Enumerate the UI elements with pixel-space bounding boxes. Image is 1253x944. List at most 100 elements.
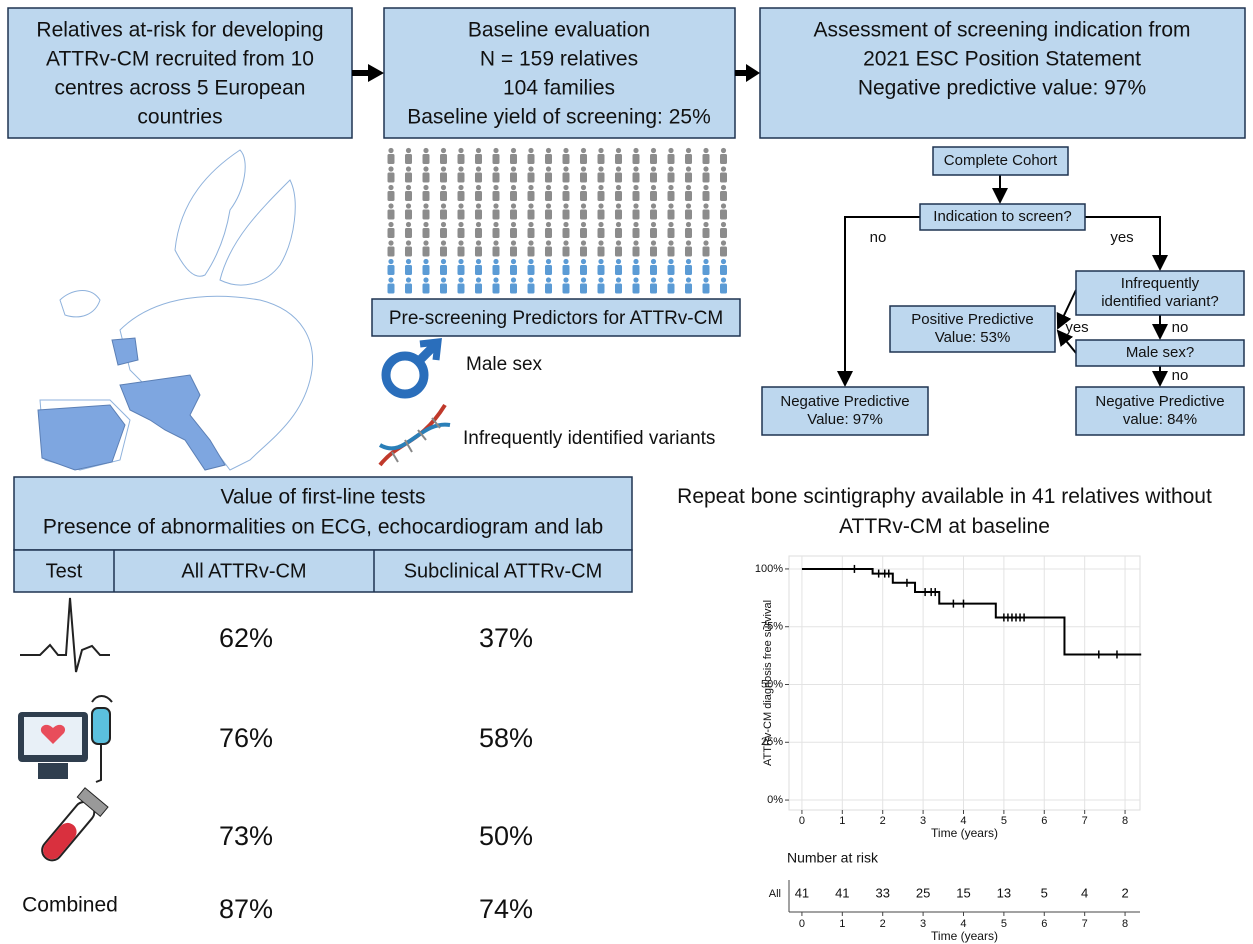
- person-body: [615, 265, 622, 275]
- person-body: [387, 265, 395, 275]
- person-head: [545, 147, 552, 154]
- person-body: [440, 172, 447, 183]
- flow-node-text: Value: 53%: [935, 329, 1011, 346]
- risk-count: 13: [997, 885, 1011, 900]
- flow-node-text: Value: 97%: [807, 411, 883, 428]
- person-body: [510, 209, 517, 220]
- edge-label: no: [1172, 319, 1189, 336]
- risk-x-tick-label: 5: [1001, 918, 1007, 930]
- person-body: [527, 191, 535, 201]
- person-head: [458, 203, 464, 209]
- person-head: [493, 203, 499, 209]
- person-head: [563, 258, 569, 265]
- risk-x-tick-label: 4: [960, 918, 966, 930]
- person-head: [493, 258, 499, 265]
- person-head: [598, 258, 604, 265]
- person-head: [423, 147, 429, 154]
- person-body: [422, 265, 430, 275]
- person-head: [633, 147, 639, 154]
- person-head: [388, 203, 394, 209]
- y-tick-label: 25%: [761, 736, 783, 748]
- person-body: [667, 191, 675, 201]
- box-text: Baseline evaluation: [468, 19, 650, 42]
- edge-label: yes: [1110, 229, 1133, 246]
- person-head: [510, 166, 517, 172]
- person-head: [528, 258, 534, 265]
- person-head: [388, 240, 394, 246]
- person-head: [598, 147, 604, 154]
- tests-title: Value of first-line tests: [220, 486, 425, 509]
- person-head: [493, 166, 499, 172]
- box-text: ATTRv-CM recruited from 10: [46, 48, 314, 71]
- person-body: [685, 265, 692, 275]
- person-body: [667, 209, 675, 220]
- person-body: [650, 246, 657, 257]
- risk-count: 2: [1121, 885, 1128, 900]
- person-head: [650, 277, 657, 283]
- person-body: [457, 265, 465, 275]
- person-head: [563, 240, 569, 246]
- predictors-box: [371, 298, 741, 337]
- person-body: [685, 228, 692, 238]
- person-body: [527, 283, 535, 294]
- person-body: [545, 191, 552, 201]
- flow-node: [1075, 386, 1245, 436]
- person-head: [720, 166, 727, 172]
- person-body: [650, 154, 657, 164]
- person-head: [493, 277, 499, 283]
- person-head: [475, 277, 482, 283]
- person-body: [440, 265, 447, 275]
- person-head: [668, 221, 674, 228]
- person-body: [440, 228, 447, 238]
- person-body: [650, 209, 657, 220]
- box-text: Relatives at-risk for developing: [36, 19, 323, 42]
- person-head: [685, 184, 692, 191]
- person-head: [633, 221, 639, 228]
- person-head: [493, 240, 499, 246]
- person-head: [650, 240, 657, 246]
- person-head: [440, 147, 447, 154]
- x-tick-label: 8: [1122, 815, 1128, 827]
- person-body: [387, 209, 395, 220]
- risk-x-tick-label: 1: [839, 918, 845, 930]
- x-axis-label: Time (years): [931, 826, 998, 840]
- dna-icon: [378, 403, 451, 467]
- person-body: [650, 191, 657, 201]
- person-head: [580, 147, 587, 154]
- edge-label: no: [1172, 367, 1189, 384]
- x-tick-label: 0: [799, 815, 805, 827]
- person-head: [615, 258, 622, 265]
- person-body: [510, 228, 517, 238]
- person-body: [702, 246, 710, 257]
- person-body: [685, 283, 692, 294]
- tests-title: Presence of abnormalities on ECG, echoca…: [43, 516, 603, 539]
- person-body: [632, 154, 640, 164]
- person-body: [702, 154, 710, 164]
- person-body: [440, 191, 447, 201]
- person-head: [405, 221, 412, 228]
- person-body: [475, 265, 482, 275]
- person-body: [597, 265, 605, 275]
- person-body: [422, 283, 430, 294]
- person-body: [685, 191, 692, 201]
- table-cell: 58%: [479, 723, 533, 753]
- person-body: [632, 191, 640, 201]
- person-body: [580, 265, 587, 275]
- person-head: [440, 240, 447, 246]
- person-body: [422, 191, 430, 201]
- person-head: [633, 258, 639, 265]
- x-tick-label: 6: [1041, 815, 1047, 827]
- flow-node: [1075, 339, 1245, 367]
- person-body: [597, 209, 605, 220]
- person-head: [405, 166, 412, 172]
- person-body: [545, 265, 552, 275]
- flow-node-text: Positive Predictive: [911, 311, 1034, 328]
- flow-node-text: value: 84%: [1123, 411, 1197, 428]
- person-head: [545, 221, 552, 228]
- person-head: [405, 184, 412, 191]
- person-body: [527, 172, 535, 183]
- person-head: [388, 184, 394, 191]
- recruitment-box: [7, 7, 353, 139]
- person-head: [720, 277, 727, 283]
